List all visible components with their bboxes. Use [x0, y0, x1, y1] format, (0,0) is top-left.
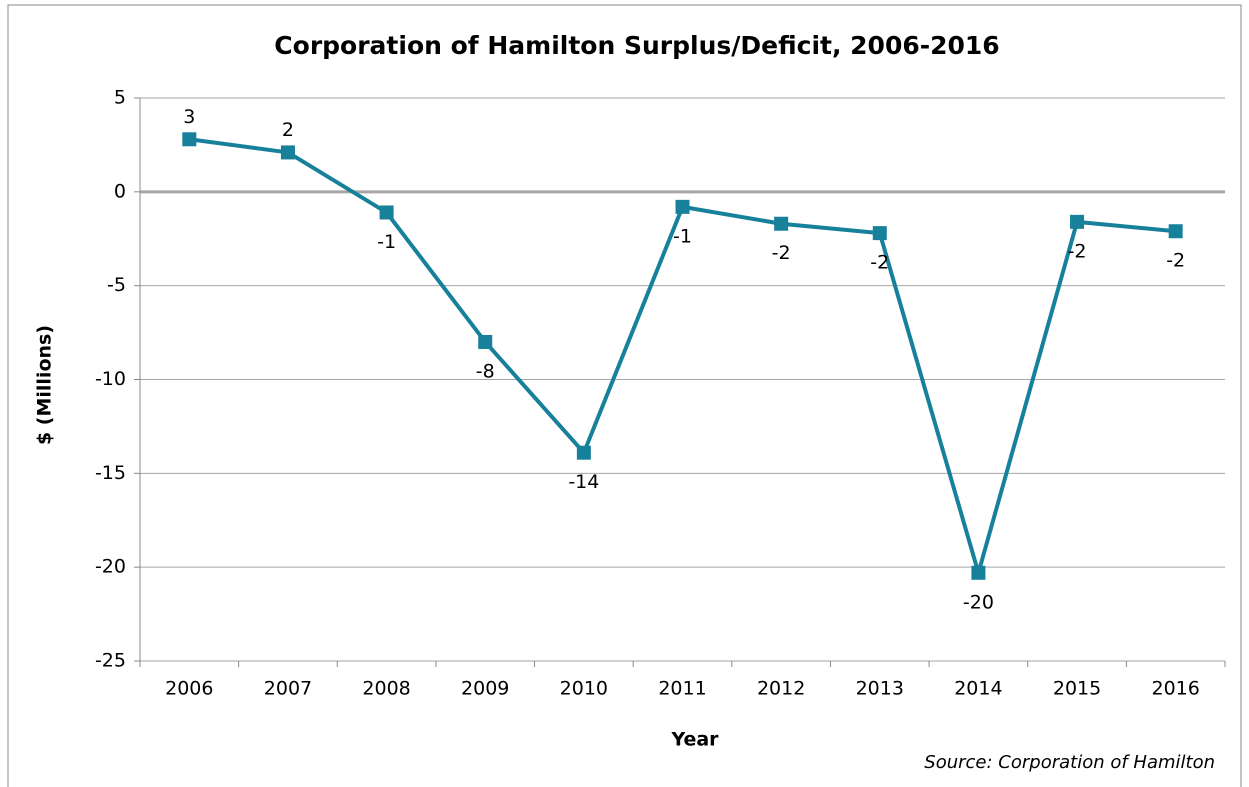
x-tick-label: 2010 [560, 678, 608, 700]
y-tick-label: -10 [95, 368, 126, 390]
x-tick-label: 2015 [1053, 678, 1101, 700]
x-tick-label: 2009 [461, 678, 509, 700]
y-tick-label: -15 [95, 462, 126, 484]
y-axis-title: $ (Millions) [34, 325, 56, 445]
y-tick-label: -20 [95, 556, 126, 578]
chart-title: Corporation of Hamilton Surplus/Deficit,… [274, 31, 999, 60]
x-tick-label: 2012 [757, 678, 805, 700]
data-label: -8 [476, 360, 495, 382]
x-tick-label: 2008 [362, 678, 410, 700]
data-point [379, 205, 394, 220]
y-tick-label: -5 [107, 274, 126, 296]
data-point [478, 334, 493, 349]
x-tick-label: 2006 [165, 678, 213, 700]
data-label: -14 [568, 471, 599, 493]
y-tick-label: 5 [114, 87, 126, 109]
data-point [872, 226, 887, 241]
data-point [1168, 224, 1183, 239]
data-label: -2 [870, 252, 889, 274]
data-point [675, 199, 690, 214]
data-point [774, 216, 789, 231]
data-label: -2 [772, 242, 791, 264]
data-label: 3 [183, 106, 195, 128]
y-tick-label: -25 [95, 650, 126, 672]
data-point [182, 132, 197, 147]
x-tick-label: 2011 [658, 678, 706, 700]
x-tick-label: 2014 [954, 678, 1002, 700]
data-label: -2 [1068, 240, 1087, 262]
data-label: -1 [673, 225, 692, 247]
data-point [576, 445, 591, 460]
x-axis-title: Year [670, 729, 719, 751]
data-point [1070, 214, 1085, 229]
data-point [971, 565, 986, 580]
y-tick-label: 0 [114, 180, 126, 202]
data-label: -20 [963, 591, 994, 613]
data-label: -1 [377, 231, 396, 253]
x-tick-label: 2016 [1152, 678, 1200, 700]
x-tick-label: 2007 [264, 678, 312, 700]
x-tick-label: 2013 [856, 678, 904, 700]
source-note: Source: Corporation of Hamilton [924, 752, 1215, 773]
data-label: 2 [282, 119, 294, 141]
chart-frame [7, 4, 1242, 787]
data-point [280, 145, 295, 160]
data-label: -2 [1166, 250, 1185, 272]
